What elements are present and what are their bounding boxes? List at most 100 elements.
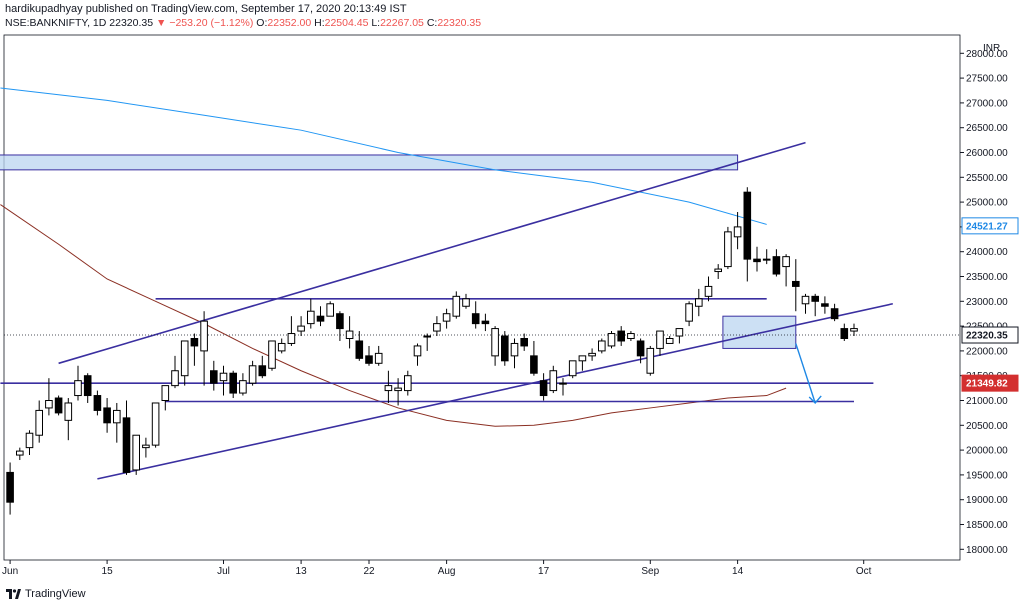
price-tick-label: 25000.00: [966, 198, 1008, 209]
candle: [152, 403, 159, 448]
currency-label: INR: [983, 43, 1000, 54]
candle: [734, 212, 741, 249]
candle: [65, 398, 72, 440]
candle: [327, 301, 334, 316]
candle-body: [453, 296, 460, 316]
candle: [841, 324, 848, 341]
time-tick-label: 14: [732, 566, 744, 577]
candle-body: [317, 316, 324, 321]
candle: [628, 331, 635, 341]
candle-body: [240, 381, 247, 393]
zones-layer: [0, 155, 796, 348]
time-tick-label: Jul: [217, 566, 230, 577]
candle: [94, 391, 101, 416]
candle: [123, 401, 130, 475]
candle-body: [608, 334, 615, 346]
candle: [599, 339, 606, 354]
candle: [783, 254, 790, 286]
candle: [482, 314, 489, 331]
candle-body: [230, 373, 237, 393]
candle: [240, 373, 247, 395]
candle-body: [734, 227, 741, 237]
price-tick-label: 18500.00: [966, 520, 1008, 531]
candle-body: [831, 309, 838, 319]
candle: [831, 304, 838, 321]
ma-blue-price-tag: 24521.27: [962, 218, 1018, 234]
candle-body: [618, 331, 625, 341]
time-tick-label: Jun: [2, 566, 18, 577]
candle-body: [793, 281, 800, 286]
candle-body: [356, 341, 363, 358]
supply-zone: [0, 155, 738, 170]
candle-body: [104, 408, 111, 423]
candle-body: [705, 286, 712, 296]
candles-layer: [7, 187, 858, 514]
candle-body: [405, 376, 412, 391]
candle: [366, 346, 373, 366]
footer-brand: TradingView: [6, 588, 86, 600]
time-tick-label: 17: [538, 566, 550, 577]
candle: [715, 264, 722, 279]
candle: [317, 306, 324, 326]
candle: [822, 296, 829, 313]
candle-body: [414, 346, 421, 356]
candle-body: [550, 371, 557, 391]
price-axis[interactable]: 18000.00 18500.00 19000.00 19500.00 20000.00…: [960, 49, 1008, 556]
price-tick-label: 27500.00: [966, 74, 1008, 85]
candle-body: [278, 343, 285, 350]
candle: [657, 331, 664, 356]
candle-body: [181, 341, 188, 376]
candle-body: [686, 304, 693, 321]
candle-body: [269, 341, 276, 368]
candle-body: [492, 329, 499, 356]
candle: [337, 311, 344, 341]
price-tick-label: 22000.00: [966, 346, 1008, 357]
candle: [249, 361, 256, 386]
last-price-tag-text: 22320.35: [966, 331, 1008, 342]
candle-body: [696, 299, 703, 306]
candle: [17, 448, 24, 460]
candle: [346, 316, 353, 348]
candle: [375, 346, 382, 366]
price-tick-label: 23000.00: [966, 297, 1008, 308]
candle: [492, 326, 499, 366]
projection-arrow: [796, 343, 815, 403]
price-tick-label: 23500.00: [966, 272, 1008, 283]
candle-body: [84, 376, 91, 396]
candle: [511, 339, 518, 369]
candle: [793, 259, 800, 311]
candle: [453, 291, 460, 318]
candle-body: [55, 398, 62, 413]
candle-body: [46, 401, 53, 408]
candle-body: [783, 257, 790, 267]
candle: [773, 249, 780, 276]
candle-body: [143, 445, 150, 447]
candle-body: [298, 326, 305, 331]
consolidation-zone: [723, 316, 796, 348]
candle: [114, 403, 121, 443]
price-tick-label: 25500.00: [966, 173, 1008, 184]
support-price-tag-text: 21349.82: [966, 379, 1008, 390]
candle-body: [17, 451, 24, 455]
candle-body: [375, 353, 382, 363]
price-tick-label: 21000.00: [966, 396, 1008, 407]
candle-body: [191, 339, 198, 346]
candle: [666, 336, 673, 343]
candle-body: [851, 329, 858, 331]
candle-body: [725, 232, 732, 267]
candle-body: [754, 259, 761, 261]
time-axis[interactable]: Jun 15 Jul 13 22 Aug 17 Sep 14 Oct: [2, 560, 872, 577]
support-price-tag: 21349.82: [962, 375, 1018, 391]
candle-body: [666, 339, 673, 344]
candle: [230, 371, 237, 398]
candle: [84, 373, 91, 403]
candle: [356, 331, 363, 361]
candle: [744, 187, 751, 281]
candle-body: [162, 386, 169, 401]
candle: [472, 301, 479, 328]
price-tick-label: 20500.00: [966, 421, 1008, 432]
time-tick-label: 15: [102, 566, 114, 577]
channel-upper: [59, 143, 806, 364]
candle: [763, 249, 770, 264]
